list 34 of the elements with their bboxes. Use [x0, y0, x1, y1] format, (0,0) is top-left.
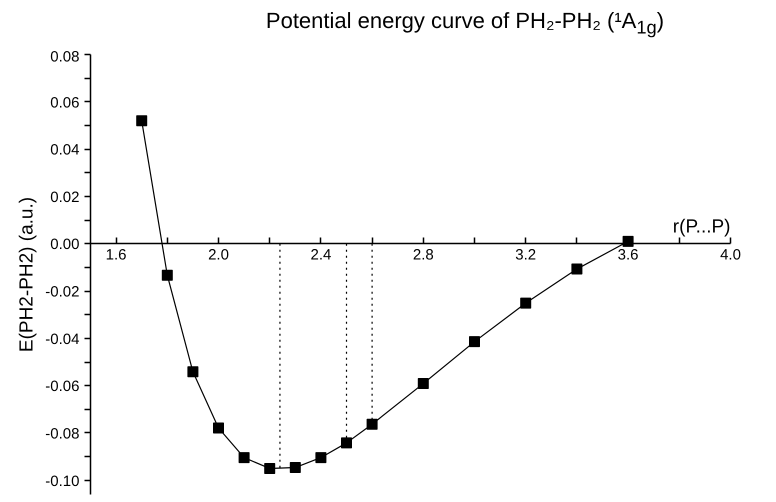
chart-title: Potential energy curve of PH₂-PH₂ (¹A$_{1g}$) [266, 7, 664, 40]
point [341, 437, 352, 448]
point [469, 336, 480, 348]
point [187, 366, 198, 378]
point [571, 264, 582, 275]
point [418, 378, 429, 390]
point [290, 462, 301, 474]
y-tick-label: 0.00 [50, 236, 80, 254]
x-tick-label: 4.0 [720, 246, 741, 264]
point [136, 115, 148, 126]
point [162, 270, 173, 281]
y-tick-label: -0.06 [45, 378, 80, 396]
point [366, 418, 378, 430]
x-tick-label: 2.0 [208, 246, 229, 264]
x-tick-label: 2.8 [412, 246, 434, 264]
y-tick-label: 0.04 [50, 142, 80, 159]
y-tick-label: 0.02 [50, 188, 80, 206]
x-tick-label: 2.4 [310, 246, 332, 264]
x-tick-label: 1.6 [106, 246, 127, 264]
point [315, 452, 326, 464]
y-tick-label: -0.04 [45, 330, 80, 348]
point [238, 452, 250, 464]
point [520, 298, 532, 309]
point [213, 422, 224, 434]
point [264, 462, 276, 474]
x-tick-label: 3.2 [515, 246, 536, 264]
y-tick-label: 0.06 [50, 94, 80, 112]
y-tick-label: -0.08 [45, 425, 80, 442]
x-axis-title: r(P...P) [672, 216, 731, 238]
y-axis-title: E(PH2-PH2) (a.u.) [16, 196, 38, 352]
y-tick-label: -0.10 [45, 472, 80, 490]
y-tick-label: 0.08 [50, 48, 80, 66]
y-tick-label: -0.02 [45, 284, 80, 301]
x-tick-label: 3.6 [618, 246, 639, 264]
